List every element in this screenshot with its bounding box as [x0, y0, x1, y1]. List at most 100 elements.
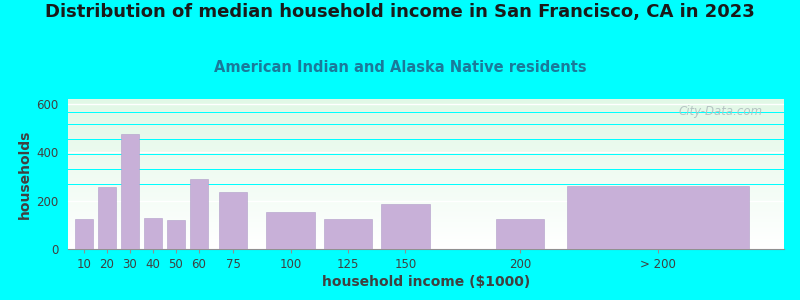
Bar: [68, 235, 784, 236]
Bar: [68, 100, 784, 101]
Bar: [68, 186, 784, 187]
Bar: [68, 185, 784, 186]
Bar: [68, 100, 784, 101]
Bar: [68, 219, 784, 220]
Text: Distribution of median household income in San Francisco, CA in 2023: Distribution of median household income …: [45, 3, 755, 21]
Bar: [219, 192, 247, 249]
Bar: [68, 104, 784, 105]
Bar: [68, 109, 784, 110]
Bar: [68, 243, 784, 244]
Bar: [68, 112, 784, 113]
Bar: [68, 241, 784, 242]
Bar: [68, 218, 784, 219]
Bar: [68, 239, 784, 240]
Bar: [68, 157, 784, 158]
Bar: [68, 161, 784, 162]
Bar: [68, 171, 784, 172]
Bar: [68, 224, 784, 225]
Bar: [68, 214, 784, 215]
Bar: [68, 172, 784, 173]
Bar: [68, 127, 784, 128]
Bar: [68, 151, 784, 152]
Bar: [68, 155, 784, 156]
Bar: [68, 163, 784, 164]
Bar: [68, 103, 784, 104]
Bar: [68, 175, 784, 176]
Bar: [68, 113, 784, 114]
Bar: [68, 229, 784, 230]
Bar: [68, 173, 784, 174]
Bar: [68, 184, 784, 185]
Bar: [68, 137, 784, 138]
Bar: [68, 240, 784, 241]
Bar: [68, 164, 784, 165]
Bar: [68, 146, 784, 147]
Bar: [68, 144, 784, 145]
Bar: [68, 202, 784, 203]
Bar: [68, 180, 784, 181]
Bar: [121, 134, 139, 249]
Bar: [68, 230, 784, 231]
Bar: [98, 187, 116, 249]
Bar: [68, 121, 784, 122]
Bar: [68, 166, 784, 167]
Bar: [68, 174, 784, 175]
Bar: [68, 142, 784, 143]
Bar: [567, 186, 749, 249]
Bar: [68, 115, 784, 116]
Bar: [68, 204, 784, 205]
Bar: [68, 138, 784, 139]
Bar: [68, 247, 784, 248]
Bar: [68, 245, 784, 246]
Bar: [68, 102, 784, 103]
Bar: [68, 210, 784, 211]
Bar: [68, 194, 784, 195]
Bar: [324, 219, 372, 249]
Bar: [68, 160, 784, 161]
Bar: [68, 220, 784, 221]
Bar: [68, 206, 784, 207]
Bar: [68, 176, 784, 177]
Bar: [68, 116, 784, 117]
Bar: [68, 143, 784, 144]
Bar: [68, 183, 784, 184]
Bar: [68, 120, 784, 121]
Bar: [68, 133, 784, 134]
Bar: [68, 114, 784, 115]
Bar: [68, 187, 784, 188]
Bar: [68, 118, 784, 119]
Bar: [68, 148, 784, 149]
Bar: [68, 236, 784, 237]
Bar: [68, 217, 784, 218]
Bar: [68, 135, 784, 136]
Bar: [68, 212, 784, 213]
Bar: [68, 152, 784, 153]
Bar: [68, 159, 784, 160]
Bar: [68, 231, 784, 232]
Bar: [68, 232, 784, 233]
Bar: [68, 182, 784, 183]
Text: City-Data.com: City-Data.com: [678, 105, 762, 118]
Bar: [68, 153, 784, 154]
Bar: [68, 178, 784, 179]
Bar: [144, 218, 162, 249]
Bar: [68, 147, 784, 148]
Bar: [68, 197, 784, 198]
Bar: [190, 179, 208, 249]
Bar: [68, 177, 784, 178]
Bar: [68, 227, 784, 228]
Bar: [68, 246, 784, 247]
Bar: [68, 169, 784, 170]
Bar: [68, 145, 784, 146]
Bar: [68, 158, 784, 159]
Bar: [68, 123, 784, 124]
Bar: [68, 198, 784, 199]
Bar: [68, 222, 784, 223]
Bar: [166, 220, 185, 249]
Bar: [68, 125, 784, 126]
Bar: [68, 129, 784, 130]
Bar: [68, 141, 784, 142]
Bar: [68, 165, 784, 166]
Bar: [68, 216, 784, 217]
Bar: [68, 107, 784, 108]
